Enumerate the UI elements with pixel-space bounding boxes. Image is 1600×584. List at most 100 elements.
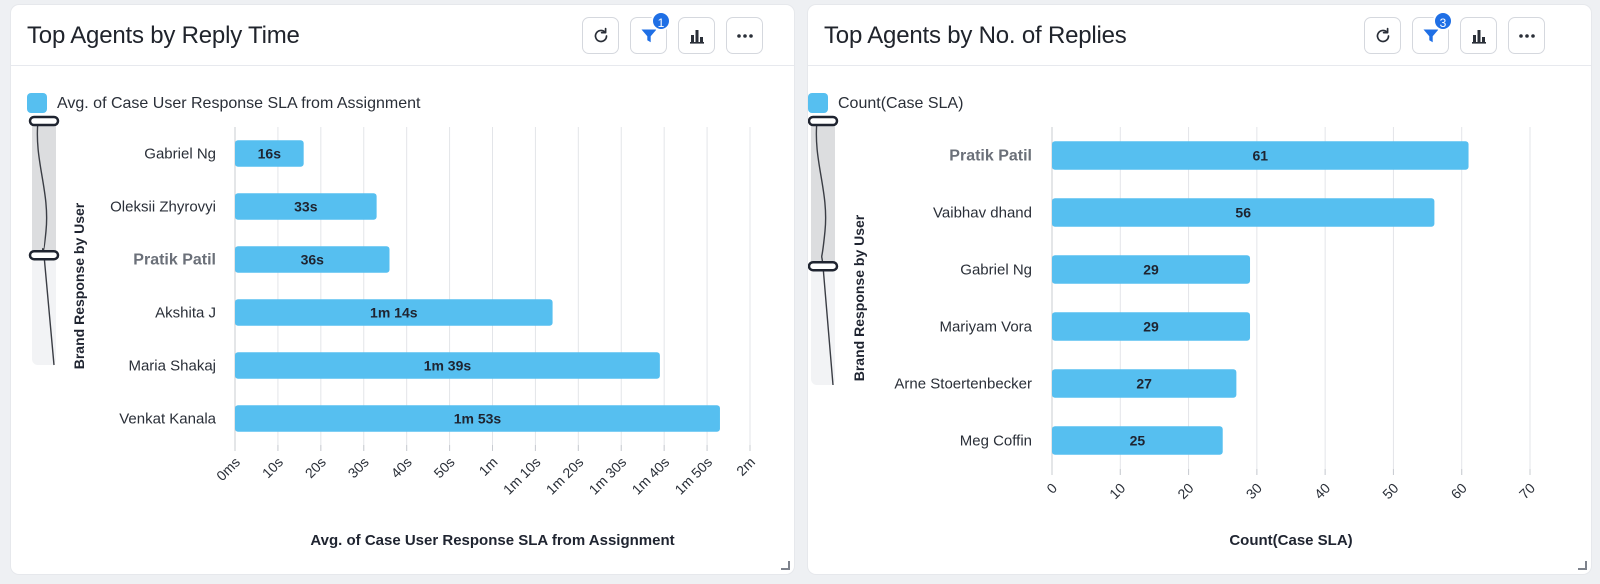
more-horizontal-icon (1518, 33, 1535, 38)
x-tick-label: 10s (259, 454, 286, 481)
x-tick-label: 0ms (213, 454, 243, 484)
x-tick-label: 20 (1174, 480, 1196, 502)
legend-label[interactable]: Avg. of Case User Response SLA from Assi… (57, 95, 421, 112)
x-tick-label: 60 (1448, 480, 1470, 502)
y-axis-title: Brand Response by User (71, 202, 87, 369)
refresh-icon (594, 27, 607, 42)
x-axis-title: Avg. of Case User Response SLA from Assi… (310, 532, 674, 549)
bar-data-label: 1m 39s (424, 358, 472, 374)
x-tick-label: 30s (345, 454, 372, 481)
x-tick-label: 20s (302, 454, 329, 481)
bar-data-label: 29 (1143, 319, 1159, 335)
scrollbar-sparkline (36, 120, 55, 366)
bar (235, 140, 304, 167)
category-label: Maria Shakaj (128, 358, 216, 375)
legend-swatch (808, 93, 828, 113)
x-tick-label: 30 (1243, 480, 1265, 502)
scrollbar-handle[interactable] (808, 115, 839, 127)
bar-data-label: 36s (301, 252, 325, 268)
x-tick-label: 70 (1516, 480, 1538, 502)
widget-header: Top Agents by Reply Time 1 (11, 5, 794, 66)
filter-button[interactable]: 1 (630, 11, 671, 54)
bar-data-label: 16s (258, 146, 282, 162)
scrollbar-handle[interactable] (808, 260, 839, 272)
bar (235, 299, 553, 326)
bar-data-label: 33s (294, 199, 318, 215)
category-label: Pratik Patil (133, 252, 216, 269)
widget-reply-time: Top Agents by Reply Time 1 (11, 5, 794, 574)
x-tick-label: 40 (1311, 480, 1333, 502)
bar (1052, 369, 1237, 398)
bar-data-label: 1m 14s (370, 305, 418, 321)
x-tick-label: 1m (476, 454, 501, 479)
x-axis-title: Count(Case SLA) (1229, 532, 1352, 549)
category-label: Arne Stoertenbecker (894, 376, 1032, 393)
bar (1052, 141, 1469, 170)
x-tick-label: 50s (430, 454, 457, 481)
bar-data-label: 1m 53s (454, 411, 502, 427)
bar (1052, 426, 1223, 455)
more-horizontal-icon (736, 33, 753, 38)
resize-handle[interactable] (1578, 561, 1587, 570)
legend-swatch (27, 93, 47, 113)
x-tick-label: 0 (1043, 480, 1060, 497)
chart-type-button[interactable] (678, 17, 715, 54)
widget-no-of-replies: Top Agents by No. of Replies 3 (808, 5, 1591, 574)
refresh-icon (1376, 27, 1389, 42)
refresh-button[interactable] (582, 17, 619, 54)
range-scrollbar[interactable] (808, 115, 839, 386)
category-label: Venkat Kanala (119, 411, 216, 428)
range-scrollbar[interactable] (28, 115, 60, 366)
x-tick-label: 1m 10s (500, 454, 544, 498)
bar (1052, 312, 1251, 341)
x-tick-label: 50 (1379, 480, 1401, 502)
category-label: Gabriel Ng (960, 262, 1032, 279)
more-options-button[interactable] (1508, 17, 1545, 54)
more-options-button[interactable] (726, 17, 763, 54)
category-label: Pratik Patil (949, 148, 1032, 165)
bar-chart-no-of-replies: 0 10 20 30 40 50 60 70 Pratik Patil 61 Vaibhav dha… (808, 115, 1538, 549)
x-tick-label: 10 (1106, 480, 1128, 502)
y-axis-title: Brand Response by User (851, 214, 867, 381)
x-tick-label: 1m 30s (586, 454, 630, 498)
scrollbar-handle[interactable] (28, 115, 60, 127)
bar-data-label: 27 (1136, 376, 1152, 392)
scrollbar-window (811, 121, 835, 267)
bar-data-label: 25 (1130, 433, 1146, 449)
x-tick-label: 2m (733, 454, 758, 479)
chart-type-button[interactable] (1460, 17, 1497, 54)
bar-data-label: 61 (1252, 148, 1268, 164)
bar (235, 405, 720, 432)
filter-button[interactable]: 3 (1412, 11, 1453, 54)
category-label: Meg Coffin (960, 433, 1032, 450)
filter-count-badge: 3 (1433, 11, 1453, 31)
bar-data-label: 29 (1143, 262, 1159, 278)
category-label: Vaibhav dhand (933, 205, 1032, 222)
widget-title: Top Agents by Reply Time (27, 22, 300, 49)
bar (235, 352, 660, 379)
scrollbar-sparkline (815, 120, 834, 386)
bar-data-label: 56 (1235, 205, 1251, 221)
x-tick-label: 1m 50s (671, 454, 715, 498)
bar (235, 193, 377, 220)
filter-count-badge: 1 (651, 11, 671, 31)
filter-icon (1423, 29, 1438, 42)
category-label: Mariyam Vora (939, 319, 1032, 336)
refresh-button[interactable] (1364, 17, 1401, 54)
x-tick-label: 1m 20s (543, 454, 587, 498)
resize-handle[interactable] (781, 561, 790, 570)
bar (235, 246, 390, 273)
x-tick-label: 1m 40s (629, 454, 673, 498)
bar-chart-icon (689, 29, 704, 44)
x-tick-label: 40s (388, 454, 415, 481)
bar-chart-icon (1471, 29, 1486, 44)
bar-chart-reply-time: 0ms 10s 20s 30s 40s 50s 1m 1m 10s 1m 20s 1m 30s 1m… (28, 115, 758, 549)
scrollbar-handle[interactable] (28, 249, 60, 261)
category-label: Akshita J (155, 305, 216, 322)
legend-label[interactable]: Count(Case SLA) (838, 95, 964, 112)
category-label: Gabriel Ng (144, 146, 216, 163)
filter-icon (641, 29, 656, 42)
widget-title: Top Agents by No. of Replies (824, 22, 1127, 49)
widget-header: Top Agents by No. of Replies 3 (808, 5, 1591, 66)
bar (1052, 255, 1251, 284)
